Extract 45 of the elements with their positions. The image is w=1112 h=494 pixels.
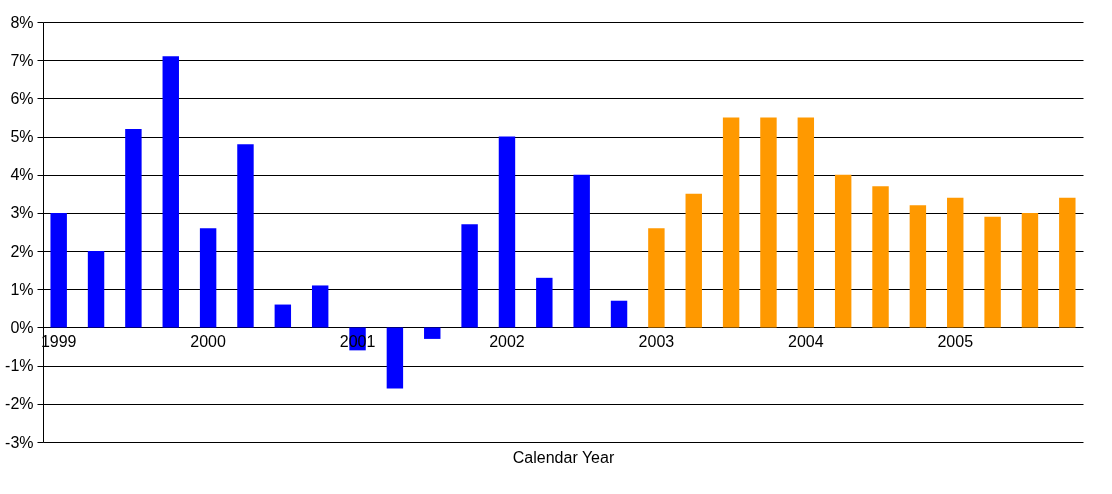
bar [237, 144, 254, 328]
bar [87, 251, 105, 328]
bar [760, 117, 777, 328]
bar [834, 174, 852, 328]
bar [872, 186, 889, 328]
bar [125, 128, 142, 328]
x-axis-title: Calendar Year [512, 448, 615, 466]
bar [424, 327, 441, 339]
bar [984, 216, 1001, 328]
y-tick-label: 2% [10, 242, 34, 260]
x-tick-label: 2000 [190, 332, 227, 350]
y-tick-label: 6% [10, 89, 34, 107]
bar [797, 117, 815, 328]
bar [498, 136, 516, 328]
y-tick-label: 3% [10, 204, 34, 222]
bar [1021, 212, 1039, 328]
x-tick-label: 2003 [638, 332, 675, 350]
bar [909, 205, 927, 328]
y-tick-label: 8% [10, 13, 34, 31]
bar [536, 277, 553, 328]
y-tick-label: 1% [10, 280, 34, 298]
bar [311, 285, 329, 328]
y-tick-label: -1% [5, 357, 34, 375]
bar [648, 228, 665, 328]
bar [947, 197, 964, 328]
bar [274, 304, 292, 328]
bar [162, 56, 179, 328]
y-tick-label: 0% [10, 318, 34, 336]
bar [386, 327, 404, 389]
y-tick-label: -2% [5, 395, 34, 413]
bar [722, 117, 740, 328]
bar [1059, 197, 1076, 328]
y-tick-label: 4% [10, 166, 34, 184]
bar [199, 228, 217, 328]
bar [461, 224, 478, 328]
x-tick-label: 2004 [788, 332, 824, 350]
bar [50, 212, 67, 328]
bar [573, 174, 590, 328]
y-tick-label: 7% [10, 51, 34, 69]
x-tick-label: 2002 [489, 332, 525, 350]
bar [685, 193, 702, 328]
bar [610, 300, 628, 328]
y-tick-label: 5% [10, 128, 34, 146]
y-tick-label: -3% [5, 433, 34, 451]
x-tick-label: 2005 [937, 332, 974, 350]
